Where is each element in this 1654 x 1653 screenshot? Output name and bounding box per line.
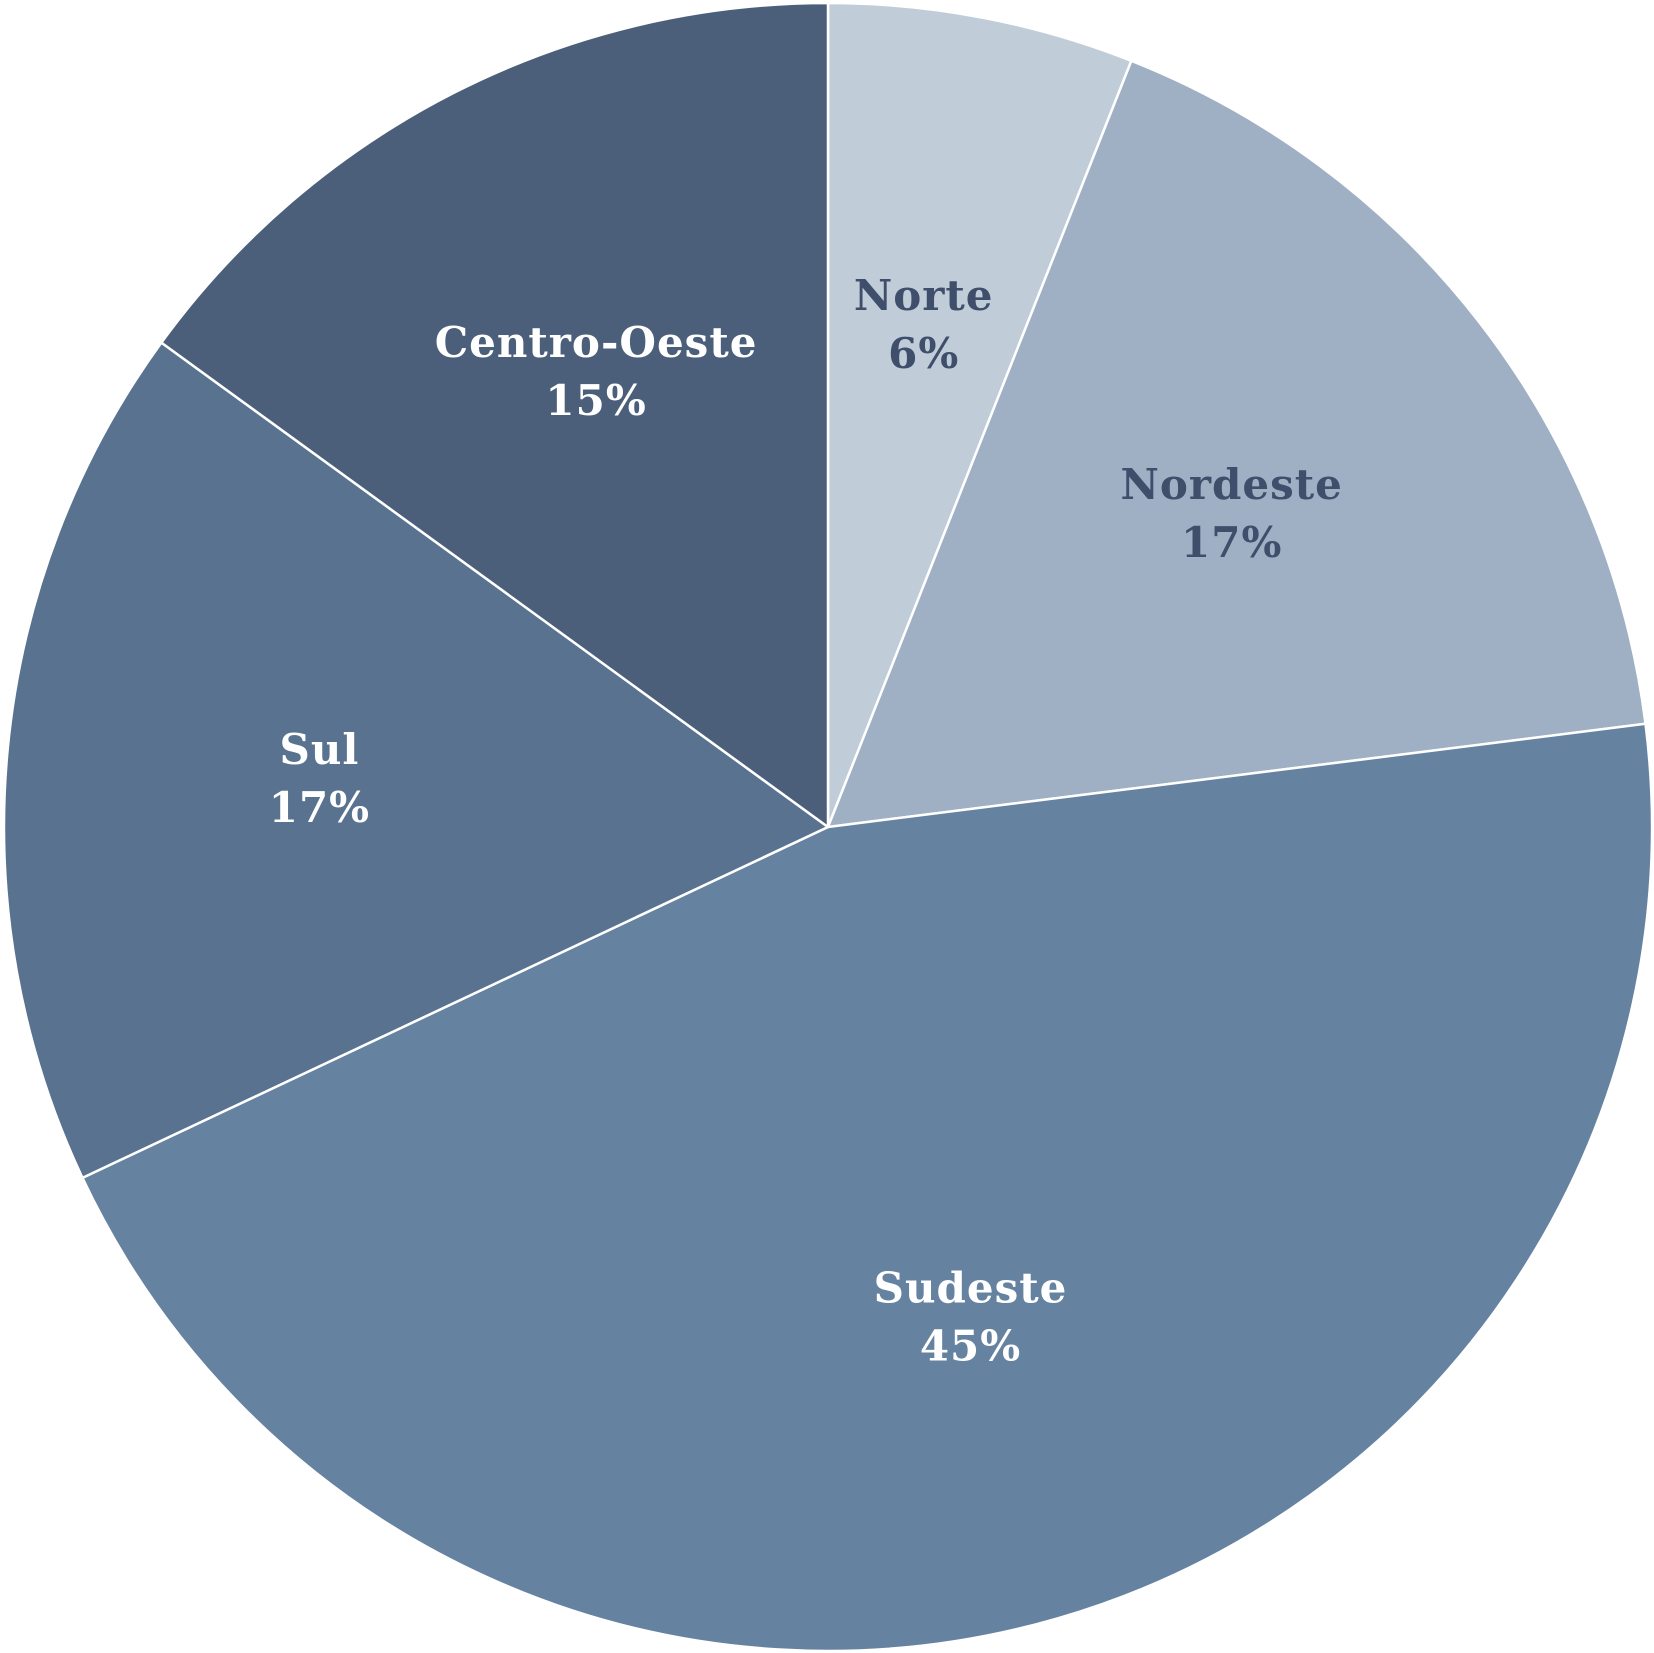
slice-label: Norte xyxy=(854,271,994,320)
pie-labels: Norte 6% Nordeste 17% Sudeste 45% Sul 17% Centro… xyxy=(269,271,1343,1371)
pie-slice-sul xyxy=(2,341,830,1180)
slice-percent-label: 17% xyxy=(269,783,370,832)
pie-slice-sudeste xyxy=(81,722,1654,1653)
slice-percent-label: 6% xyxy=(888,329,959,378)
slice-percent-label: 17% xyxy=(1181,518,1282,567)
slice-label: Sul xyxy=(279,725,359,774)
pie-slice-centro-oeste xyxy=(160,1,830,829)
slice-label: Centro-Oeste xyxy=(435,318,758,367)
slice-label: Sudeste xyxy=(874,1264,1068,1313)
slice-percent-label: 15% xyxy=(545,376,646,425)
slice-label: Nordeste xyxy=(1121,460,1343,509)
pie-slice-nordeste xyxy=(826,59,1647,829)
pie-slice-norte xyxy=(826,1,1133,829)
slice-percent-label: 45% xyxy=(920,1322,1021,1371)
